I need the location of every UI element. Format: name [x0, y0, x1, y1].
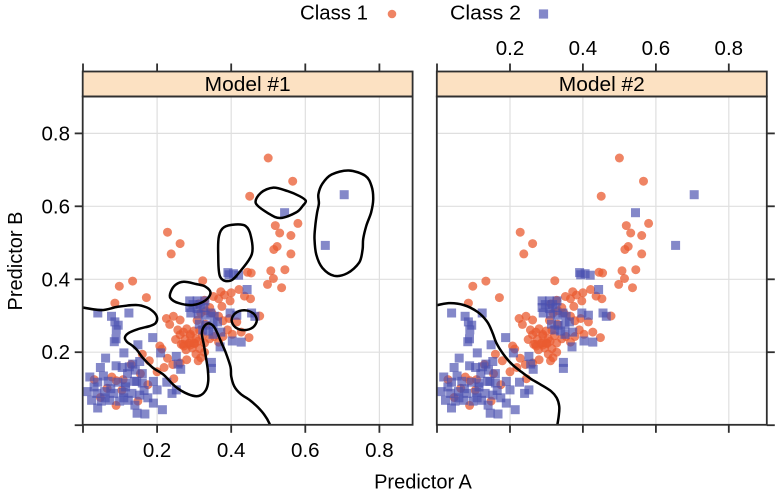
svg-text:Model #2: Model #2 [559, 74, 645, 96]
svg-text:Predictor B: Predictor B [5, 212, 27, 311]
svg-text:0.8: 0.8 [715, 38, 744, 60]
svg-text:Class 1: Class 1 [300, 3, 368, 25]
svg-text:0.6: 0.6 [42, 196, 71, 218]
svg-text:0.4: 0.4 [569, 38, 598, 60]
svg-text:0.2: 0.2 [496, 38, 525, 60]
svg-text:0.8: 0.8 [365, 440, 394, 462]
svg-text:0.2: 0.2 [143, 440, 172, 462]
svg-text:0.4: 0.4 [217, 440, 246, 462]
svg-text:0.6: 0.6 [291, 440, 320, 462]
svg-text:Predictor A: Predictor A [374, 472, 472, 494]
svg-text:Model #1: Model #1 [205, 74, 291, 96]
svg-text:0.8: 0.8 [42, 123, 71, 145]
svg-text:Class 2: Class 2 [450, 3, 521, 25]
svg-text:0.2: 0.2 [42, 342, 71, 364]
svg-text:0.4: 0.4 [42, 269, 71, 291]
svg-text:0.6: 0.6 [642, 38, 671, 60]
